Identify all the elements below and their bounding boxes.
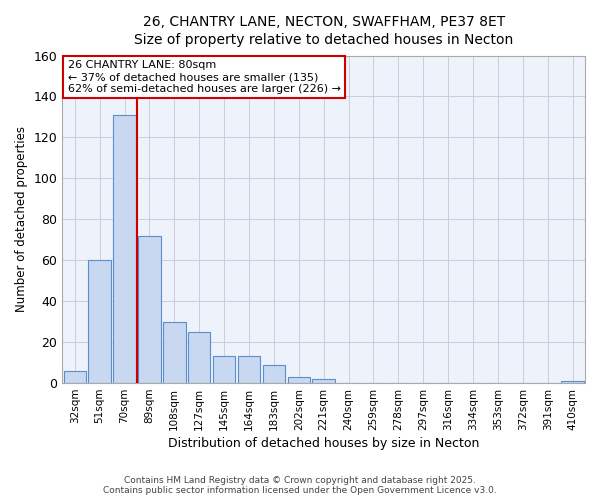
- Text: 26 CHANTRY LANE: 80sqm
← 37% of detached houses are smaller (135)
62% of semi-de: 26 CHANTRY LANE: 80sqm ← 37% of detached…: [68, 60, 341, 94]
- Y-axis label: Number of detached properties: Number of detached properties: [15, 126, 28, 312]
- Bar: [562, 381, 584, 383]
- Bar: [287, 377, 310, 383]
- Bar: [64, 371, 86, 383]
- Title: 26, CHANTRY LANE, NECTON, SWAFFHAM, PE37 8ET
Size of property relative to detach: 26, CHANTRY LANE, NECTON, SWAFFHAM, PE37…: [134, 15, 513, 48]
- Bar: [138, 236, 161, 383]
- Bar: [238, 356, 260, 383]
- Bar: [163, 322, 185, 383]
- Bar: [263, 364, 285, 383]
- Bar: [213, 356, 235, 383]
- X-axis label: Distribution of detached houses by size in Necton: Distribution of detached houses by size …: [168, 437, 479, 450]
- Bar: [313, 379, 335, 383]
- Bar: [88, 260, 111, 383]
- Text: Contains HM Land Registry data © Crown copyright and database right 2025.
Contai: Contains HM Land Registry data © Crown c…: [103, 476, 497, 495]
- Bar: [113, 115, 136, 383]
- Bar: [188, 332, 211, 383]
